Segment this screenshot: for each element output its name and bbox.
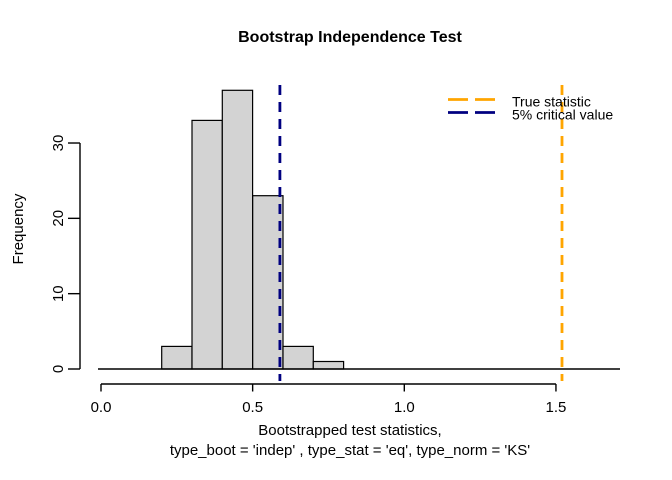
histogram-bar — [312, 360, 345, 370]
histogram-bar — [191, 119, 223, 370]
legend-label: True statistic — [512, 94, 591, 110]
x-tick-label: 1.5 — [546, 399, 567, 416]
x-axis-title-line2: type_boot = 'indep' , type_stat = 'eq', … — [170, 442, 530, 459]
reference-lines — [278, 85, 564, 381]
histogram-bar — [161, 345, 193, 370]
plot-title: Bootstrap Independence Test — [238, 29, 462, 46]
y-tick-label: 30 — [50, 135, 67, 152]
histogram-bars — [161, 89, 345, 370]
histogram-bar — [221, 89, 254, 370]
plot-axes: 0.0 0.5 1.0 1.5 0 10 20 30 — [50, 135, 620, 416]
x-tick-label: 0.0 — [91, 399, 112, 416]
x-tick-label: 1.0 — [394, 399, 415, 416]
histogram-bar — [282, 345, 314, 370]
y-axis-title: Frequency — [10, 193, 27, 264]
legend-label: 5% critical value — [512, 107, 613, 123]
y-tick-label: 20 — [50, 210, 67, 227]
y-tick-label: 10 — [50, 285, 67, 302]
x-axis-title-line1: Bootstrapped test statistics, — [258, 422, 441, 439]
histogram-bar — [252, 195, 284, 370]
x-tick-label: 0.5 — [242, 399, 263, 416]
y-tick-label: 0 — [50, 365, 67, 373]
